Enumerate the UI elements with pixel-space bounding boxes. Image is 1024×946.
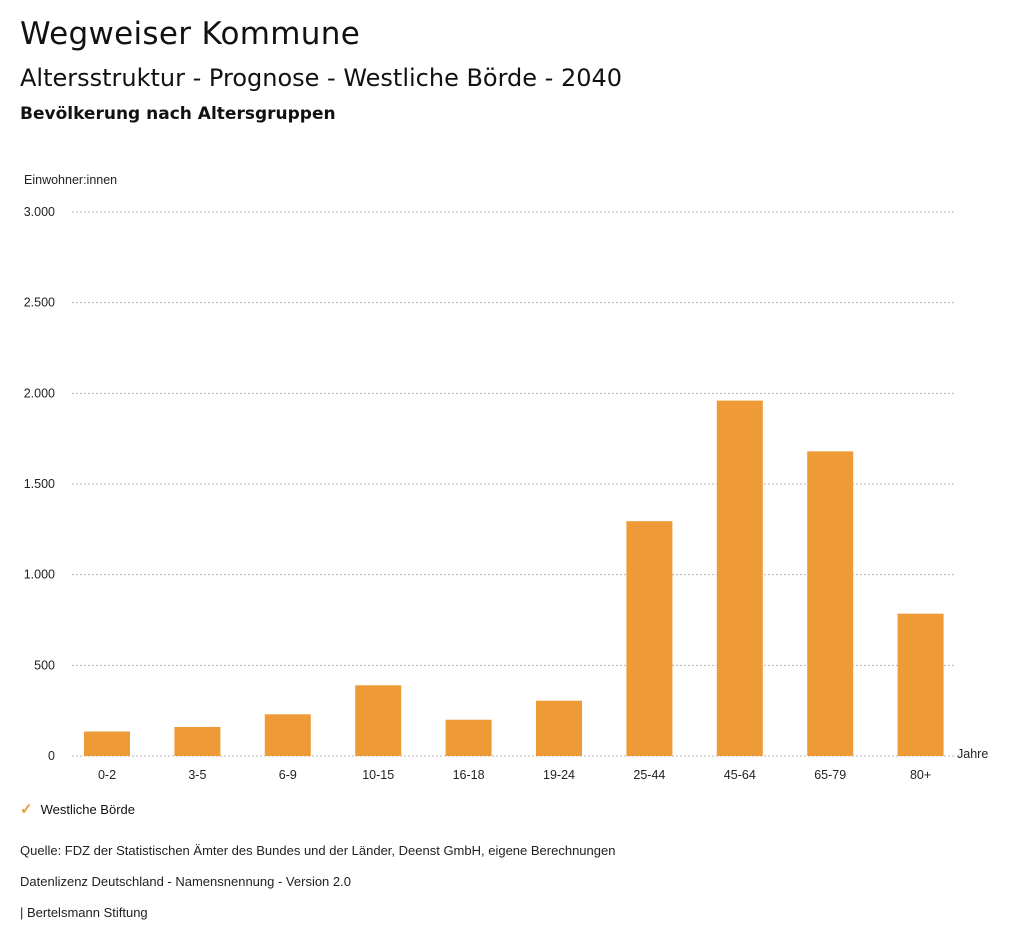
chart-subtitle: Altersstruktur - Prognose - Westliche Bö… bbox=[20, 64, 623, 92]
bars bbox=[84, 400, 944, 756]
bar-80+[interactable] bbox=[897, 613, 944, 756]
y-tick-label: 1.500 bbox=[24, 477, 55, 491]
x-tick-label: 10-15 bbox=[362, 768, 394, 782]
y-tick-label: 500 bbox=[34, 658, 55, 672]
x-tick-label: 19-24 bbox=[543, 768, 575, 782]
x-tick-label: 80+ bbox=[910, 768, 931, 782]
checkmark-icon: ✓ bbox=[20, 801, 33, 818]
bar-0-2[interactable] bbox=[84, 731, 130, 756]
legend-label: Westliche Börde bbox=[40, 802, 135, 817]
legend-item-westliche-boerde[interactable]: ✓ Westliche Börde bbox=[20, 802, 135, 817]
bar-6-9[interactable] bbox=[264, 714, 311, 756]
bar-chart: Einwohner:innen 0 500 1.000 1.500 2.000 2.500… bbox=[24, 173, 989, 782]
bar-65-79[interactable] bbox=[807, 451, 854, 756]
x-tick-label: 65-79 bbox=[814, 768, 846, 782]
x-tick-label: 3-5 bbox=[188, 768, 206, 782]
license-note: Datenlizenz Deutschland - Namensnennung … bbox=[20, 874, 351, 889]
y-tick-label: 1.000 bbox=[24, 568, 55, 582]
x-axis-label: Jahre bbox=[957, 747, 988, 761]
bar-16-18[interactable] bbox=[445, 719, 492, 756]
y-axis-label: Einwohner:innen bbox=[24, 173, 117, 187]
x-axis-ticks: 0-2 3-5 6-9 10-15 16-18 19-24 25-44 45-64 65-79 8… bbox=[98, 768, 931, 782]
y-tick-label: 2.000 bbox=[24, 386, 55, 400]
y-tick-label: 3.000 bbox=[24, 205, 55, 219]
x-tick-label: 6-9 bbox=[279, 768, 297, 782]
chart-subheading: Bevölkerung nach Altersgruppen bbox=[20, 104, 336, 124]
x-tick-label: 45-64 bbox=[724, 768, 756, 782]
page-title: Wegweiser Kommune bbox=[20, 16, 361, 52]
source-note: Quelle: FDZ der Statistischen Ämter des … bbox=[20, 843, 616, 858]
x-tick-label: 16-18 bbox=[453, 768, 485, 782]
grid-lines bbox=[72, 211, 955, 757]
bar-19-24[interactable] bbox=[536, 700, 582, 756]
x-tick-label: 0-2 bbox=[98, 768, 116, 782]
y-tick-label: 0 bbox=[48, 749, 55, 763]
bar-25-44[interactable] bbox=[626, 521, 673, 756]
y-tick-label: 2.500 bbox=[24, 296, 55, 310]
bar-10-15[interactable] bbox=[355, 685, 402, 756]
y-axis-ticks: 0 500 1.000 1.500 2.000 2.500 3.000 bbox=[24, 205, 55, 763]
publisher-note: | Bertelsmann Stiftung bbox=[20, 905, 148, 920]
bar-3-5[interactable] bbox=[174, 726, 221, 756]
bar-45-64[interactable] bbox=[716, 400, 763, 756]
x-tick-label: 25-44 bbox=[633, 768, 665, 782]
